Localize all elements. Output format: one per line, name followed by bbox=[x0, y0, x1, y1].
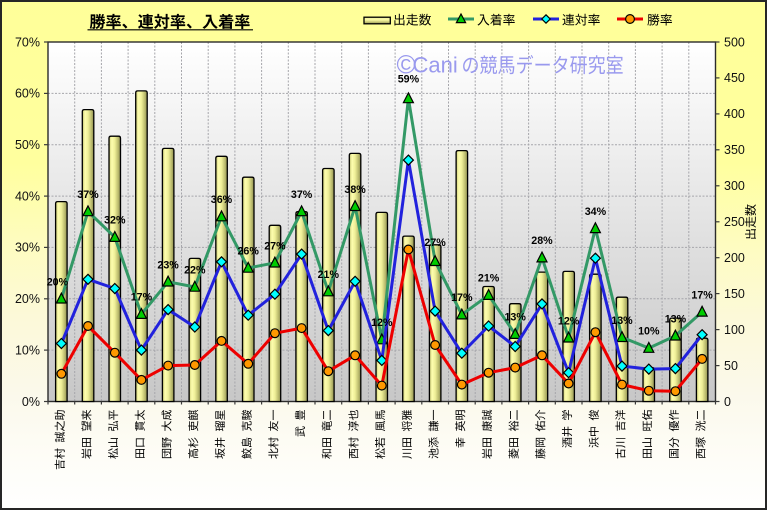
svg-text:10%: 10% bbox=[15, 343, 40, 357]
svg-text:30%: 30% bbox=[15, 241, 40, 255]
svg-text:0: 0 bbox=[724, 395, 731, 409]
svg-text:22%: 22% bbox=[184, 265, 206, 277]
svg-text:59%: 59% bbox=[398, 74, 420, 86]
svg-text:13%: 13% bbox=[611, 315, 633, 327]
svg-text:23%: 23% bbox=[157, 259, 179, 271]
svg-text:12%: 12% bbox=[371, 317, 393, 329]
svg-text:12%: 12% bbox=[558, 315, 580, 327]
svg-text:21%: 21% bbox=[478, 273, 500, 285]
svg-text:20%: 20% bbox=[47, 276, 69, 288]
svg-text:200: 200 bbox=[724, 251, 745, 265]
svg-text:13%: 13% bbox=[504, 312, 526, 324]
svg-text:500: 500 bbox=[724, 35, 745, 49]
svg-text:250: 250 bbox=[724, 215, 745, 229]
svg-text:37%: 37% bbox=[291, 189, 313, 201]
svg-text:350: 350 bbox=[724, 143, 745, 157]
svg-text:36%: 36% bbox=[211, 194, 233, 206]
svg-text:70%: 70% bbox=[15, 35, 40, 49]
svg-text:Cani: Cani bbox=[413, 53, 458, 78]
svg-text:450: 450 bbox=[724, 71, 745, 85]
svg-text:38%: 38% bbox=[344, 184, 366, 196]
svg-text:26%: 26% bbox=[237, 246, 259, 258]
svg-text:32%: 32% bbox=[104, 215, 126, 227]
svg-text:40%: 40% bbox=[15, 189, 40, 203]
svg-text:0%: 0% bbox=[22, 395, 40, 409]
svg-text:28%: 28% bbox=[531, 235, 553, 247]
svg-text:50: 50 bbox=[724, 359, 738, 373]
svg-text:60%: 60% bbox=[15, 87, 40, 101]
svg-text:17%: 17% bbox=[691, 289, 713, 301]
svg-text:21%: 21% bbox=[318, 269, 340, 281]
svg-text:34%: 34% bbox=[585, 206, 607, 218]
svg-text:13%: 13% bbox=[665, 313, 687, 325]
svg-text:400: 400 bbox=[724, 107, 745, 121]
svg-text:27%: 27% bbox=[424, 237, 446, 249]
svg-text:150: 150 bbox=[724, 287, 745, 301]
svg-text:27%: 27% bbox=[264, 240, 286, 252]
svg-text:20%: 20% bbox=[15, 292, 40, 306]
svg-text:17%: 17% bbox=[131, 292, 153, 304]
svg-text:300: 300 bbox=[724, 179, 745, 193]
svg-text:50%: 50% bbox=[15, 138, 40, 152]
svg-text:100: 100 bbox=[724, 323, 745, 337]
svg-text:©: © bbox=[397, 50, 416, 80]
svg-text:17%: 17% bbox=[451, 292, 473, 304]
svg-text:37%: 37% bbox=[77, 189, 99, 201]
svg-text:10%: 10% bbox=[638, 326, 660, 338]
